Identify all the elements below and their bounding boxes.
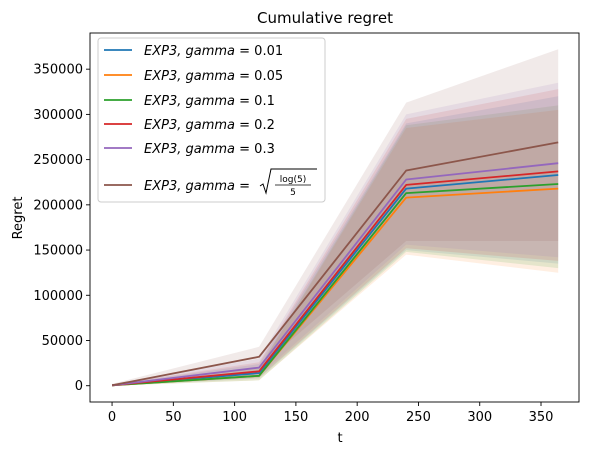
series-line-4	[112, 170, 559, 387]
x-axis-ticks: 0 50 100 150 200 250 300 350	[108, 402, 554, 425]
chart-title: Cumulative regret	[257, 9, 393, 27]
x-tick-label: 350	[529, 410, 554, 425]
legend-label-4: EXP3, gamma = 0.2	[144, 118, 275, 133]
series-line-6	[111, 141, 559, 387]
series-lines	[111, 141, 559, 387]
legend-label-6: EXP3, gamma =	[144, 179, 250, 194]
x-tick-label: 100	[222, 410, 247, 425]
sqrt-sign-icon	[259, 168, 317, 195]
y-axis-ticks: 0 50000 100000 150000 200000 250000 300000 3500…	[33, 63, 90, 394]
x-tick-label: 0	[108, 410, 116, 425]
legend-label-5: EXP3, gamma = 0.3	[144, 142, 275, 157]
confidence-band-2	[112, 109, 559, 386]
y-tick-label: 350000	[33, 63, 83, 78]
x-tick-label: 200	[345, 410, 370, 425]
legend-label-1: EXP3, gamma = 0.01	[144, 44, 283, 59]
series-line-5	[111, 162, 559, 387]
x-tick-label: 250	[406, 410, 431, 425]
x-tick-label: 300	[467, 410, 492, 425]
confidence-band-5	[112, 82, 559, 386]
y-tick-label: 300000	[33, 108, 83, 123]
y-tick-label: 100000	[33, 289, 83, 304]
y-tick-label: 50000	[42, 334, 83, 349]
confidence-band-1	[112, 96, 559, 386]
x-tick-label: 50	[165, 410, 182, 425]
y-axis-label: Regret	[11, 197, 26, 240]
legend-label-2: EXP3, gamma = 0.05	[144, 69, 283, 84]
y-tick-label: 0	[75, 379, 83, 394]
x-tick-label: 150	[283, 410, 308, 425]
legend-label-3: EXP3, gamma = 0.1	[144, 94, 275, 109]
legend-box	[97, 37, 326, 203]
y-tick-label: 250000	[33, 153, 83, 168]
legend: EXP3, gamma = 0.01 EXP3, gamma = 0.05 EXP3…	[97, 37, 326, 203]
y-tick-label: 150000	[33, 244, 83, 259]
y-tick-label: 200000	[33, 198, 83, 213]
plot-frame	[89, 32, 580, 403]
confidence-band-6	[112, 49, 559, 386]
legend-fraction-denominator: 5	[290, 188, 296, 198]
x-axis-label: t	[337, 431, 342, 446]
series-line-3	[112, 183, 559, 387]
legend-fraction-numerator: log(5)	[280, 175, 306, 185]
